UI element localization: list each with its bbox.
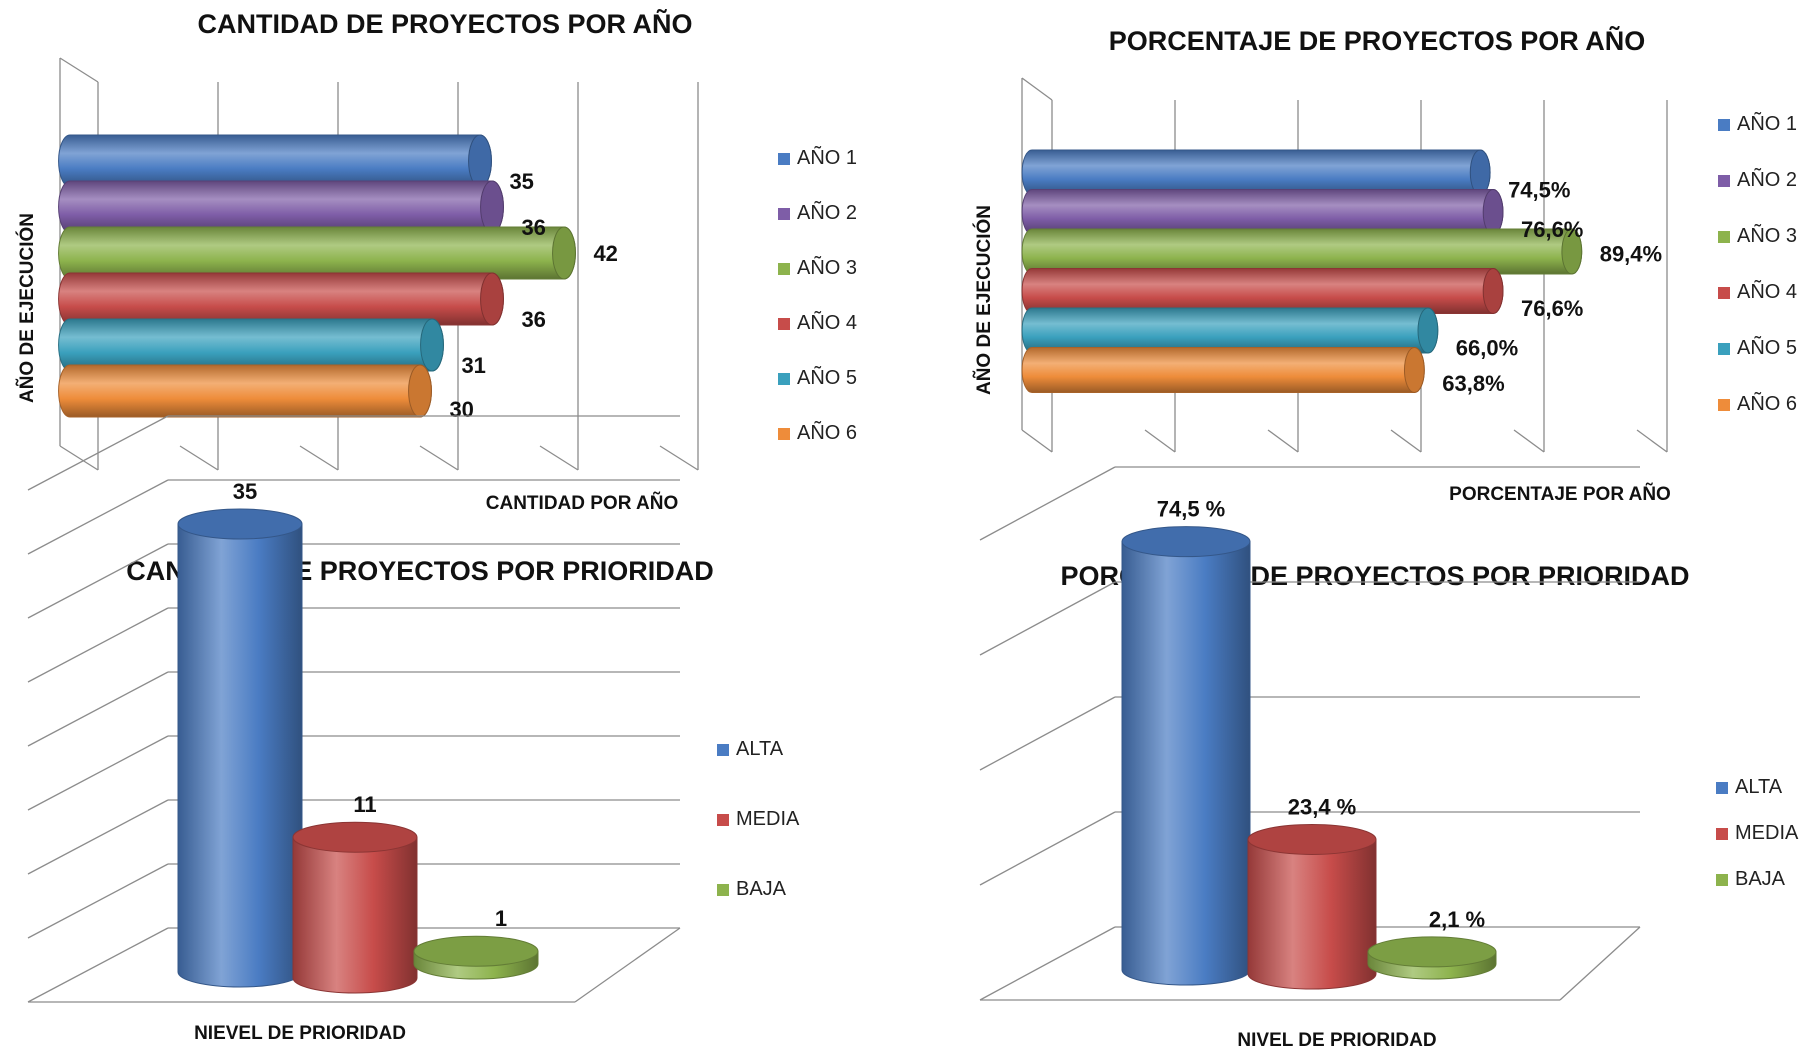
svg-text:AÑO 4: AÑO 4 xyxy=(1737,279,1797,303)
chart-cantidad-por-prioridad: CANTIDAD DE PROYECTOS POR PRIORIDAD 3511… xyxy=(27,415,800,1044)
bar-4 xyxy=(58,272,504,326)
chart-porcentaje-por-ano: PORCENTAJE DE PROYECTOS POR AÑO 74,5% 76,… xyxy=(973,25,1797,505)
chart-value-labels: 74,5 % 23,4 % 2,1 % xyxy=(1157,497,1485,932)
chart-cantidad-por-ano: CANTIDAD DE PROYECTOS POR AÑO 35 36 42 36 31… xyxy=(16,8,857,514)
bar-alta xyxy=(1121,526,1251,986)
value-label: 66,0% xyxy=(1456,336,1518,361)
bar-5 xyxy=(58,318,444,372)
value-label: 31 xyxy=(461,353,485,378)
value-label: 2,1 % xyxy=(1429,907,1485,932)
bar-3 xyxy=(58,226,576,280)
bar-6 xyxy=(1021,347,1425,393)
svg-text:AÑO 3: AÑO 3 xyxy=(797,255,857,279)
bar-1 xyxy=(1021,149,1491,196)
legend-item: AÑO 3 xyxy=(778,255,857,279)
bar-4 xyxy=(1021,268,1504,314)
svg-text:BAJA: BAJA xyxy=(1735,868,1786,890)
value-label: 36 xyxy=(521,215,545,240)
value-label: 74,5 % xyxy=(1157,497,1226,522)
x-axis-label: CANTIDAD POR AÑO xyxy=(486,492,678,514)
x-axis-label: NIEVEL DE PRIORIDAD xyxy=(194,1023,406,1044)
chart-bars xyxy=(177,508,539,994)
x-axis-label: NIVEL DE PRIORIDAD xyxy=(1237,1030,1436,1049)
value-label: 63,8% xyxy=(1442,371,1504,396)
legend-item: AÑO 2 xyxy=(778,200,857,224)
value-label: 36 xyxy=(521,307,545,332)
y-axis-label: AÑO DE EJECUCIÓN xyxy=(16,213,38,403)
legend-item: BAJA xyxy=(1716,868,1786,890)
bar-2 xyxy=(1021,189,1504,235)
chart-title: PORCENTAJE DE PROYECTOS POR AÑO xyxy=(1109,25,1646,56)
svg-text:AÑO 2: AÑO 2 xyxy=(797,200,857,224)
legend-item: AÑO 4 xyxy=(778,310,857,334)
legend-item: AÑO 2 xyxy=(1718,167,1797,191)
bar-media xyxy=(292,821,418,994)
svg-text:ALTA: ALTA xyxy=(736,738,784,760)
chart-value-labels: 35 36 42 36 31 30 xyxy=(449,169,617,422)
chart-bars xyxy=(58,134,576,418)
svg-text:AÑO 1: AÑO 1 xyxy=(1737,111,1797,135)
chart-legend: ALTA MEDIA BAJA xyxy=(1716,776,1799,890)
chart-value-labels: 74,5%76,6%89,4%76,6%66,0%63,8% xyxy=(1442,178,1662,397)
bar-5 xyxy=(1021,307,1439,354)
svg-text:AÑO 5: AÑO 5 xyxy=(797,365,857,389)
svg-text:AÑO 6: AÑO 6 xyxy=(797,420,857,444)
bar-3 xyxy=(1021,228,1583,275)
legend-item: AÑO 5 xyxy=(778,365,857,389)
chart-bars xyxy=(1021,149,1583,393)
value-label: 1 xyxy=(495,906,507,931)
chart-legend: AÑO 1 AÑO 2 AÑO 3 AÑO 4 AÑO 5 AÑO 6 xyxy=(778,145,857,444)
legend-item: AÑO 1 xyxy=(778,145,857,169)
chart-title: CANTIDAD DE PROYECTOS POR AÑO xyxy=(197,8,692,39)
chart-bars xyxy=(1121,526,1497,990)
svg-text:AÑO 5: AÑO 5 xyxy=(1737,335,1797,359)
value-label: 35 xyxy=(509,169,533,194)
bar-1 xyxy=(58,134,492,188)
y-axis-label: AÑO DE EJECUCIÓN xyxy=(973,205,995,395)
chart-legend: AÑO 1 AÑO 2 AÑO 3 AÑO 4 AÑO 5 AÑO 6 xyxy=(1718,111,1797,415)
value-label: 76,6% xyxy=(1521,296,1583,321)
value-label: 11 xyxy=(353,792,376,817)
legend-item: ALTA xyxy=(1716,776,1783,798)
legend-item: MEDIA xyxy=(717,808,800,830)
chart-porcentaje-por-prioridad: PORCENTAJE DE PROYECTOS POR PRIORIDAD 74… xyxy=(979,466,1799,1049)
svg-text:AÑO 4: AÑO 4 xyxy=(797,310,857,334)
value-label: 30 xyxy=(449,397,473,422)
svg-text:MEDIA: MEDIA xyxy=(1735,822,1799,844)
svg-text:AÑO 6: AÑO 6 xyxy=(1737,391,1797,415)
legend-item: AÑO 6 xyxy=(1718,391,1797,415)
bar-alta xyxy=(177,508,303,988)
svg-text:ALTA: ALTA xyxy=(1735,776,1783,798)
legend-item: ALTA xyxy=(717,738,784,760)
x-axis-label: PORCENTAJE POR AÑO xyxy=(1449,483,1671,505)
value-label: 23,4 % xyxy=(1288,794,1357,819)
svg-text:MEDIA: MEDIA xyxy=(736,808,800,830)
svg-text:AÑO 2: AÑO 2 xyxy=(1737,167,1797,191)
chart-legend: ALTA MEDIA BAJA xyxy=(717,738,800,900)
svg-text:AÑO 3: AÑO 3 xyxy=(1737,223,1797,247)
legend-item: AÑO 6 xyxy=(778,420,857,444)
bar-6 xyxy=(58,364,432,418)
legend-item: BAJA xyxy=(717,878,787,900)
legend-item: AÑO 1 xyxy=(1718,111,1797,135)
bar-media xyxy=(1247,823,1377,990)
bar-baja xyxy=(1367,936,1497,980)
bar-2 xyxy=(58,180,504,234)
value-label: 76,6% xyxy=(1521,217,1583,242)
value-label: 89,4% xyxy=(1600,242,1662,267)
legend-item: AÑO 3 xyxy=(1718,223,1797,247)
value-label: 74,5% xyxy=(1508,178,1570,203)
value-label: 35 xyxy=(233,479,257,504)
legend-item: MEDIA xyxy=(1716,822,1799,844)
bar-baja xyxy=(413,935,539,980)
legend-item: AÑO 5 xyxy=(1718,335,1797,359)
svg-text:AÑO 1: AÑO 1 xyxy=(797,145,857,169)
svg-text:BAJA: BAJA xyxy=(736,878,787,900)
legend-item: AÑO 4 xyxy=(1718,279,1797,303)
value-label: 42 xyxy=(593,241,617,266)
